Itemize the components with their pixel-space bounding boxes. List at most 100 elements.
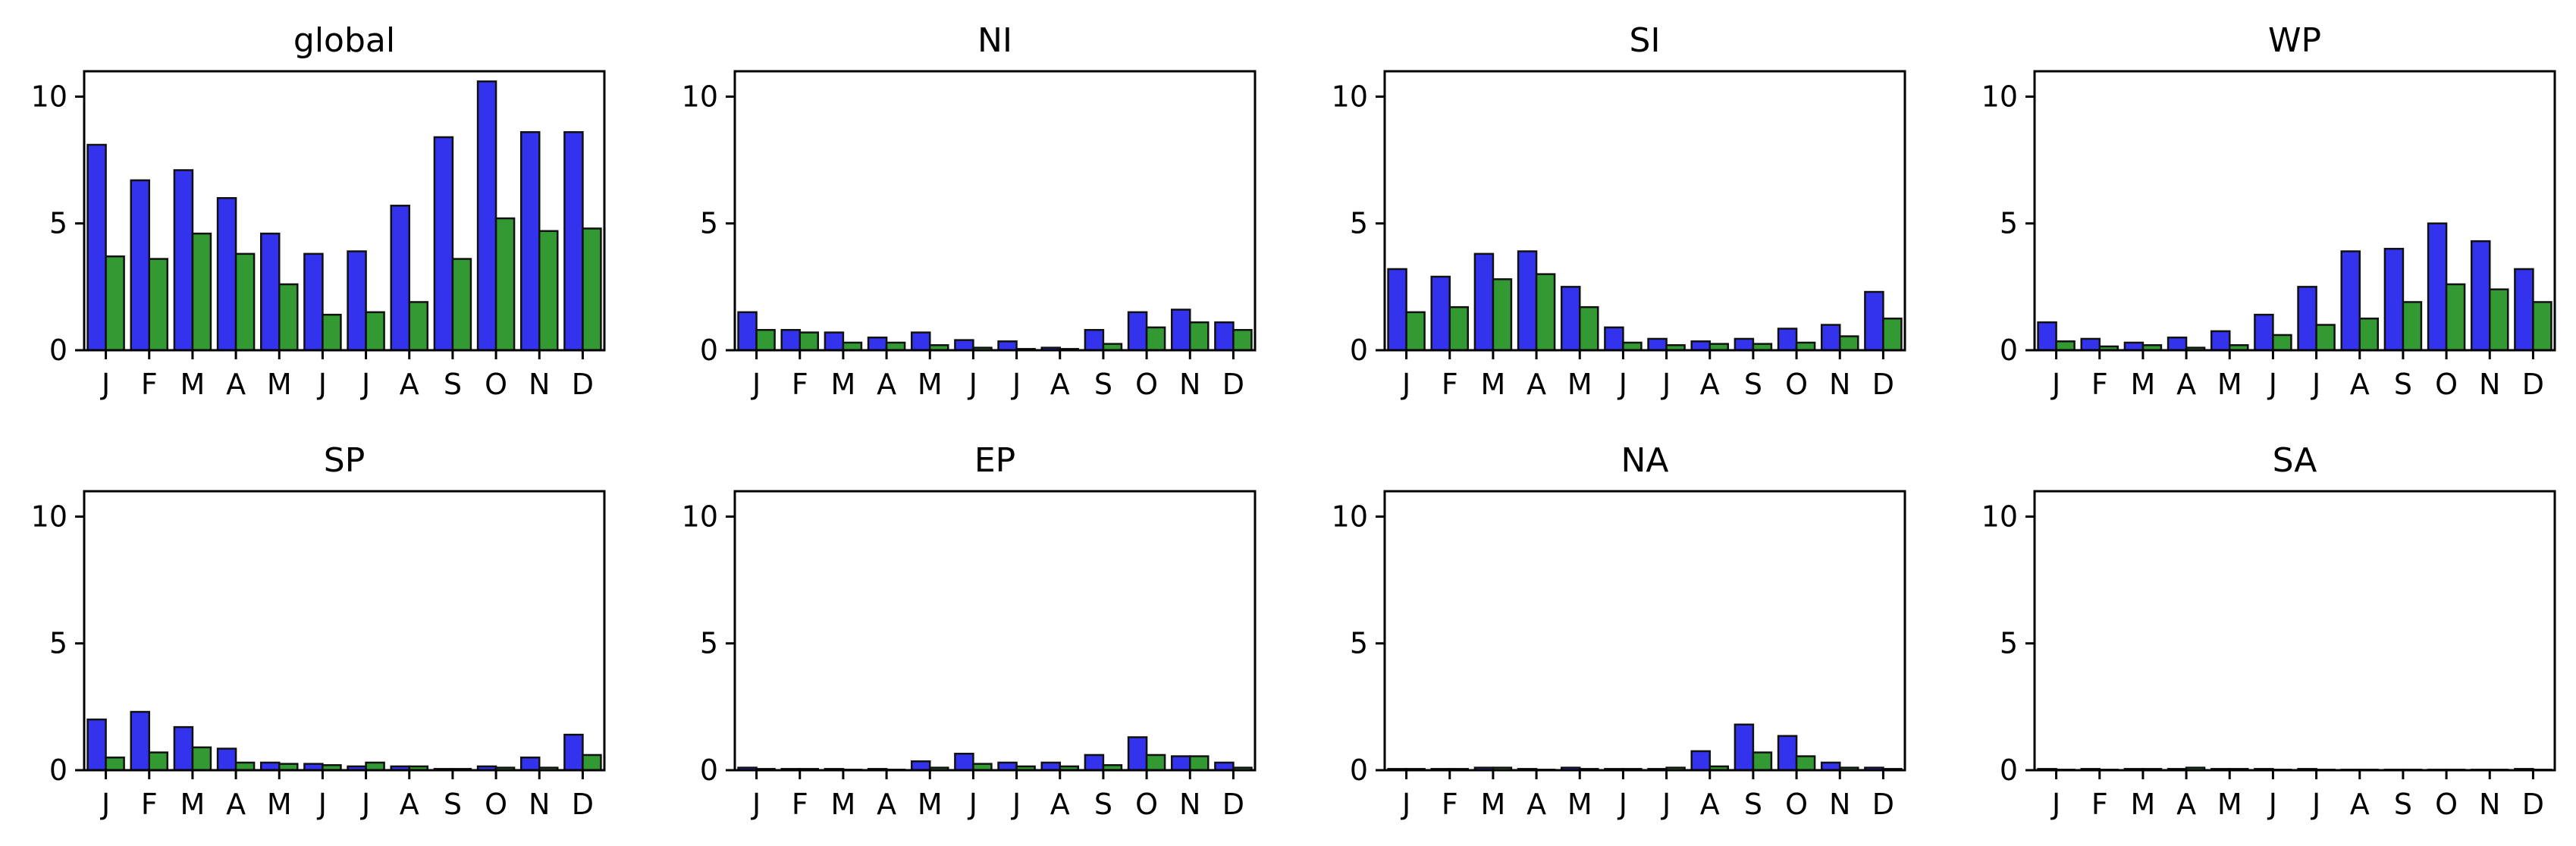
bar-wp-s2-6 bbox=[2315, 324, 2336, 352]
bar-global-s1-11 bbox=[563, 131, 584, 352]
bar-si-s1-6 bbox=[1647, 337, 1668, 352]
bar-global-s1-5 bbox=[303, 252, 324, 352]
subplot-title: SA bbox=[2273, 441, 2317, 480]
x-tick-label: N bbox=[2479, 368, 2500, 401]
y-tick-label: 0 bbox=[49, 334, 67, 367]
subplot-title: NA bbox=[1621, 441, 1668, 480]
x-tick-label: O bbox=[2435, 368, 2458, 401]
bar-sp-s2-11 bbox=[582, 754, 602, 772]
y-tick-label: 5 bbox=[1350, 207, 1368, 240]
y-tick-label: 10 bbox=[1332, 500, 1368, 533]
x-tick-label: J bbox=[1011, 368, 1021, 401]
bar-ni-s2-0 bbox=[755, 328, 776, 352]
x-tick-label: A bbox=[877, 788, 896, 821]
x-tick-label: A bbox=[1526, 788, 1546, 821]
x-tick-label: S bbox=[444, 788, 462, 821]
bar-ep-s1-7 bbox=[1040, 761, 1061, 772]
x-tick-label: N bbox=[2479, 788, 2500, 821]
bar-sp-s2-0 bbox=[105, 757, 125, 772]
y-tick-label: 10 bbox=[31, 500, 67, 533]
bar-si-s1-5 bbox=[1604, 326, 1624, 352]
x-tick-label: M bbox=[831, 788, 856, 821]
bar-si-s1-7 bbox=[1690, 340, 1711, 352]
bar-global-s2-9 bbox=[494, 217, 516, 352]
x-tick-label: S bbox=[1094, 788, 1112, 821]
x-tick-label: M bbox=[918, 788, 943, 821]
y-tick-label: 0 bbox=[1350, 334, 1368, 367]
bar-wp-s2-0 bbox=[2055, 340, 2076, 352]
bar-global-s2-1 bbox=[148, 258, 169, 352]
x-tick-label: A bbox=[1050, 788, 1070, 821]
x-tick-label: D bbox=[2522, 788, 2544, 821]
bar-si-s2-1 bbox=[1448, 306, 1470, 352]
subplot-title: global bbox=[293, 21, 395, 60]
x-tick-label: D bbox=[1872, 368, 1894, 401]
bar-global-s2-10 bbox=[538, 230, 559, 352]
bar-global-s1-8 bbox=[433, 136, 454, 352]
x-tick-label: O bbox=[1135, 788, 1158, 821]
x-tick-label: J bbox=[2267, 368, 2277, 401]
y-tick-label: 5 bbox=[49, 207, 67, 240]
bar-global-s2-5 bbox=[322, 313, 342, 352]
x-tick-label: J bbox=[1617, 788, 1627, 821]
bar-ep-s2-10 bbox=[1189, 755, 1210, 772]
bar-ni-s1-6 bbox=[997, 340, 1018, 352]
x-tick-label: F bbox=[2091, 788, 2108, 821]
bar-sp-s2-3 bbox=[234, 761, 256, 772]
bar-wp-s2-8 bbox=[2402, 301, 2423, 352]
x-tick-label: N bbox=[529, 788, 550, 821]
x-tick-label: J bbox=[2267, 788, 2277, 821]
y-tick-label: 5 bbox=[2000, 627, 2018, 660]
x-tick-label: S bbox=[1744, 368, 1762, 401]
bar-si-s1-9 bbox=[1777, 327, 1798, 352]
plot-frame bbox=[733, 70, 1257, 352]
x-tick-label: A bbox=[1526, 368, 1546, 401]
bar-ni-s2-2 bbox=[842, 341, 863, 352]
bar-wp-s1-4 bbox=[2210, 330, 2231, 352]
subplot-title: EP bbox=[974, 441, 1015, 480]
bar-ni-s1-0 bbox=[737, 311, 758, 352]
bar-si-s2-9 bbox=[1795, 341, 1816, 352]
y-tick-label: 5 bbox=[700, 207, 718, 240]
x-tick-label: M bbox=[267, 368, 292, 401]
bar-sp-s1-2 bbox=[173, 725, 194, 772]
x-tick-label: A bbox=[400, 788, 419, 821]
bar-si-s1-11 bbox=[1864, 290, 1884, 352]
bar-ep-s2-9 bbox=[1145, 754, 1166, 772]
x-tick-label: J bbox=[1011, 788, 1021, 821]
bar-ni-s2-10 bbox=[1189, 321, 1210, 352]
x-tick-label: J bbox=[751, 788, 761, 821]
bar-sp-s1-3 bbox=[216, 747, 237, 772]
bar-global-s1-0 bbox=[86, 143, 107, 352]
x-tick-label: F bbox=[1442, 788, 1458, 821]
x-tick-label: D bbox=[572, 368, 594, 401]
x-tick-label: A bbox=[226, 788, 246, 821]
bar-si-s1-10 bbox=[1820, 324, 1841, 352]
x-tick-label: D bbox=[1222, 368, 1244, 401]
x-tick-label: A bbox=[2176, 368, 2196, 401]
bar-ep-s1-5 bbox=[954, 753, 974, 772]
x-tick-label: A bbox=[2350, 368, 2370, 401]
plot-frame bbox=[83, 70, 606, 352]
bar-wp-s1-8 bbox=[2383, 247, 2405, 352]
x-tick-label: O bbox=[1135, 368, 1158, 401]
bar-global-s2-2 bbox=[191, 232, 212, 352]
bar-si-s1-2 bbox=[1473, 252, 1495, 352]
plot-frame bbox=[1383, 490, 1906, 772]
plot-frame bbox=[733, 490, 1257, 772]
bar-sp-s2-1 bbox=[148, 751, 169, 772]
x-tick-label: D bbox=[2522, 368, 2544, 401]
x-tick-label: J bbox=[360, 368, 370, 401]
bar-ni-s1-9 bbox=[1127, 311, 1148, 352]
x-tick-label: A bbox=[226, 368, 246, 401]
bar-na-s1-7 bbox=[1690, 750, 1711, 772]
x-tick-label: J bbox=[2050, 788, 2060, 821]
plot-frame bbox=[1383, 70, 1906, 352]
y-tick-label: 10 bbox=[682, 500, 718, 533]
x-tick-label: A bbox=[1700, 368, 1720, 401]
x-tick-label: S bbox=[444, 368, 462, 401]
bar-ni-s2-9 bbox=[1145, 326, 1166, 352]
